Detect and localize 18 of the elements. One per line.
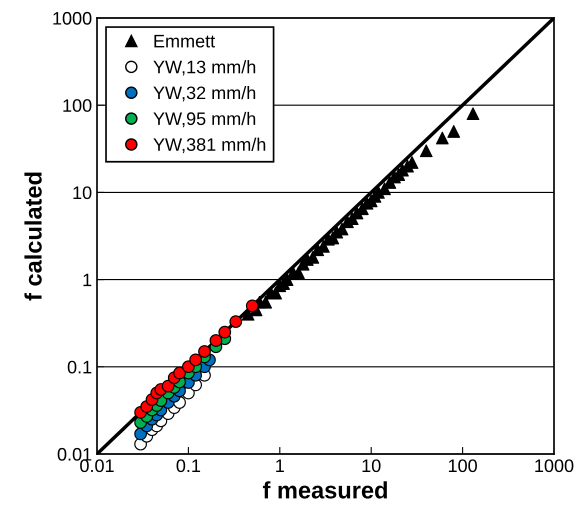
- legend-label: Emmett: [154, 34, 216, 48]
- y-tick-label: 0.1: [68, 360, 92, 374]
- x-axis-title: f measured: [262, 481, 387, 499]
- y-tick-label: 10: [73, 186, 92, 200]
- x-tick-label: 10: [362, 459, 381, 472]
- y-tick-label: 1: [83, 274, 92, 286]
- y-tick-label: 0.01: [58, 448, 92, 461]
- legend-label: YW,381 mm/h: [153, 138, 266, 154]
- legend-label: YW,32 mm/h: [153, 86, 256, 102]
- legend-label: YW,95 mm/h: [153, 112, 256, 128]
- x-tick-label: 1: [276, 460, 284, 472]
- x-tick-label: 1000: [535, 459, 574, 472]
- y-axis-title: f calculated: [24, 172, 42, 301]
- x-tick-label: 100: [448, 459, 477, 472]
- x-tick-label: 0.1: [176, 459, 200, 472]
- y-tick-label: 100: [63, 99, 92, 112]
- y-tick-label: 1000: [53, 12, 92, 25]
- legend-label: YW,13 mm/h: [153, 60, 256, 76]
